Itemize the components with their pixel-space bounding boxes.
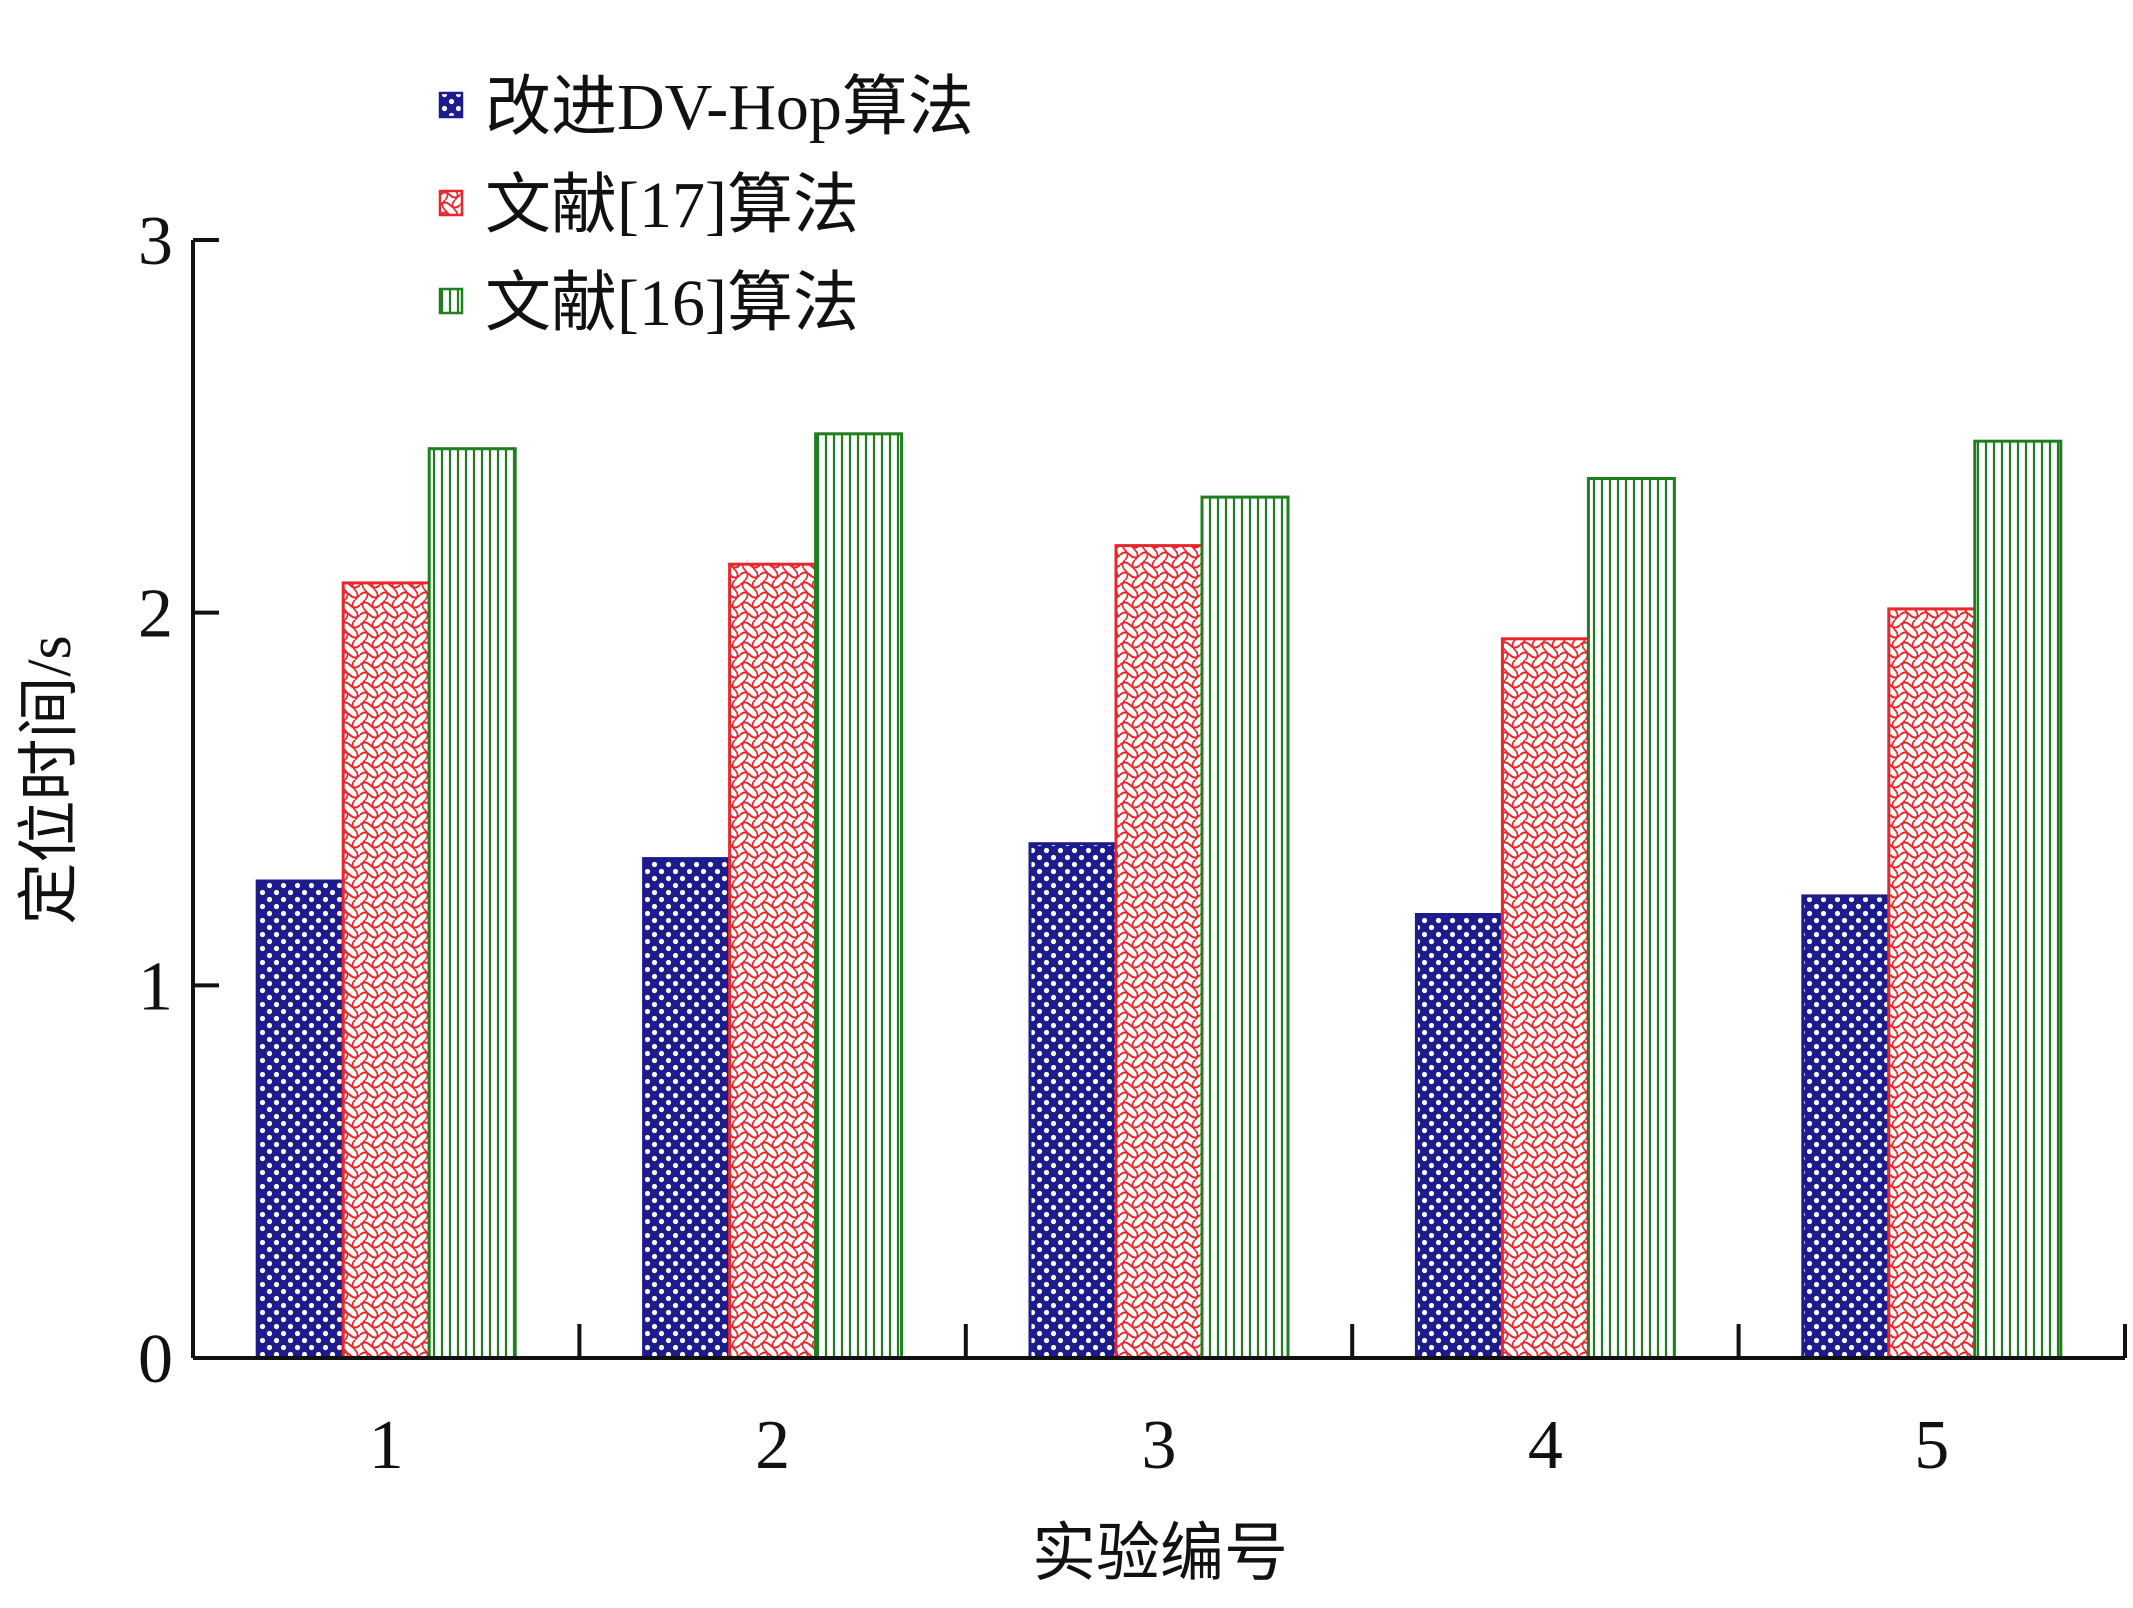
y-tick-label-2: 2 — [138, 576, 173, 653]
legend-label-2: 文献[17]算法 — [485, 169, 859, 242]
bar-series1-exp2 — [642, 857, 732, 1360]
bar-series2-exp2 — [728, 562, 818, 1360]
bar-series3-exp2 — [814, 432, 904, 1360]
y-axis-label: 定位时间/s — [16, 635, 84, 924]
bars-group — [255, 432, 2063, 1360]
bar-series1-exp5 — [1801, 894, 1891, 1360]
x-axis-label: 实验编号 — [1032, 1518, 1288, 1589]
x-tick-label-3: 3 — [1142, 1407, 1177, 1484]
legend-label-3: 文献[16]算法 — [485, 267, 859, 340]
bar-series1-exp4 — [1414, 913, 1504, 1360]
bar-series2-exp3 — [1114, 544, 1204, 1360]
bar-series3-exp4 — [1586, 477, 1676, 1360]
bar-series2-exp5 — [1887, 607, 1977, 1360]
bar-series3-exp1 — [427, 447, 517, 1360]
axes-group: 0 1 2 3 1 2 3 4 5 — [138, 203, 2127, 1484]
bar-series2-exp4 — [1500, 637, 1590, 1360]
legend-label-1: 改进DV-Hop算法 — [485, 71, 974, 144]
bar-series1-exp3 — [1028, 842, 1118, 1360]
y-tick-label-1: 1 — [138, 948, 173, 1025]
x-tick-label-5: 5 — [1914, 1407, 1949, 1484]
bar-series1-exp1 — [255, 879, 345, 1360]
bar-series2-exp1 — [341, 581, 431, 1360]
x-tick-label-2: 2 — [755, 1407, 790, 1484]
bar-series3-exp5 — [1973, 439, 2063, 1360]
y-tick-label-0: 0 — [138, 1321, 173, 1398]
x-tick-label-1: 1 — [369, 1407, 404, 1484]
legend-swatch-2 — [438, 189, 464, 217]
bar-series3-exp3 — [1200, 495, 1290, 1360]
x-tick-label-4: 4 — [1528, 1407, 1563, 1484]
legend-swatch-1 — [438, 91, 464, 119]
y-tick-label-3: 3 — [138, 203, 173, 280]
legend-swatch-3 — [438, 287, 464, 315]
